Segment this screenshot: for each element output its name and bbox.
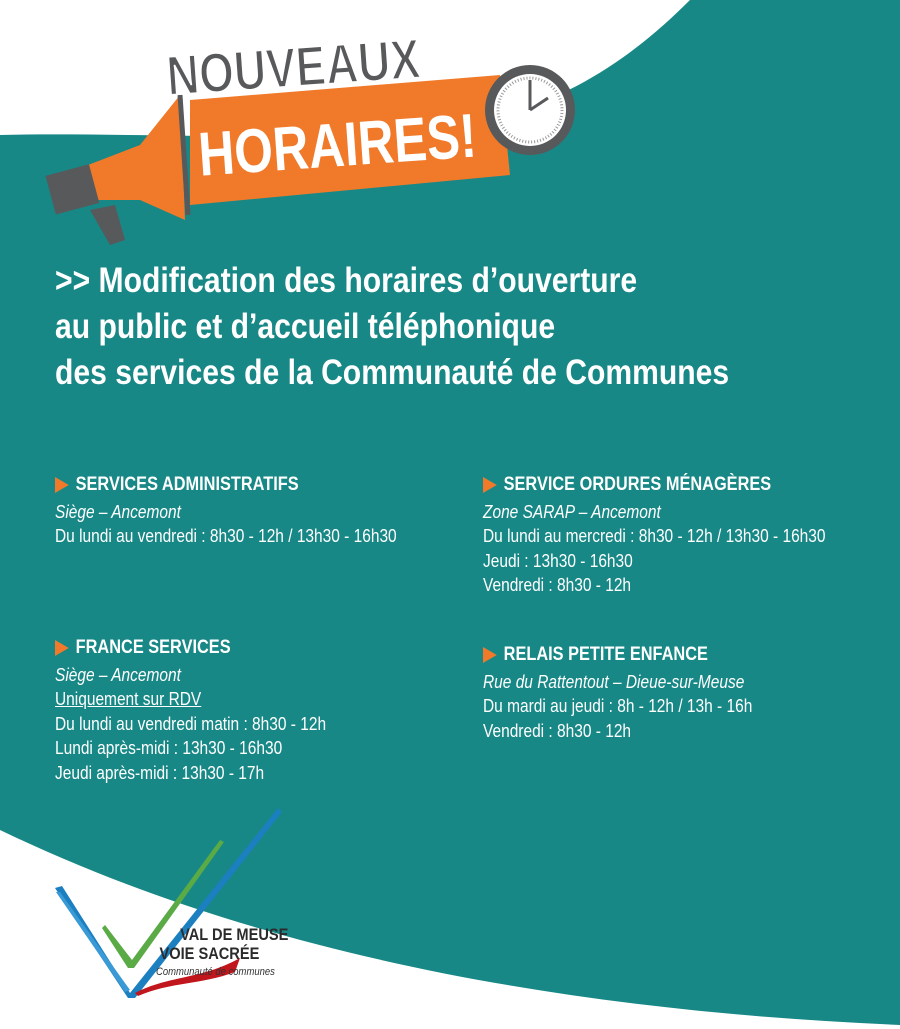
section-ordures-menageres: SERVICE ORDURES MÉNAGÈRES Zone SARAP – A… [483, 473, 826, 598]
nouveaux-horaires-megaphone-illustration: NOUVEAUX HORAIRES! [45, 26, 575, 245]
triangle-bullet-icon [55, 477, 69, 494]
logo-line1: VAL DE MEUSE [180, 925, 289, 944]
triangle-bullet-icon [483, 647, 497, 664]
triangle-bullet-icon [55, 640, 69, 657]
triangle-bullet-icon [483, 477, 497, 494]
title-line: des services de la Communauté de Commune… [55, 353, 730, 392]
section-location: Siège – Ancemont [55, 501, 181, 522]
logo-line2: VOIE SACRÉE [159, 944, 260, 963]
appointment-note: Uniquement sur RDV [55, 689, 202, 709]
section-heading: FRANCE SERVICES [75, 637, 231, 658]
schedule-line: Du lundi au vendredi matin : 8h30 - 12h [55, 713, 327, 734]
schedule-line: Du lundi au vendredi : 8h30 - 12h / 13h3… [55, 526, 397, 546]
section-heading: RELAIS PETITE ENFANCE [503, 644, 708, 665]
title-line: au public et d’accueil téléphonique [55, 307, 556, 346]
clock-icon [485, 65, 575, 155]
logo-subtitle: Communauté de communes [156, 966, 275, 978]
schedule-line: Du mardi au jeudi : 8h - 12h / 13h - 16h [483, 696, 753, 716]
section-heading: SERVICES ADMINISTRATIFS [75, 474, 299, 495]
schedule-line: Vendredi : 8h30 - 12h [483, 720, 632, 741]
page-title: >> Modification des horaires d’ouverture… [55, 258, 729, 396]
schedule-line: Jeudi après-midi : 13h30 - 17h [55, 762, 265, 783]
logo-text: VAL DE MEUSE VOIE SACRÉE Communauté de c… [156, 925, 288, 982]
title-line: >> Modification des horaires d’ouverture [55, 261, 638, 300]
section-location: Rue du Rattentout – Dieue-sur-Meuse [483, 671, 745, 692]
section-relais-petite-enfance: RELAIS PETITE ENFANCE Rue du Rattentout … [483, 643, 752, 743]
schedule-line: Du lundi au mercredi : 8h30 - 12h / 13h3… [483, 526, 826, 546]
section-location: Zone SARAP – Ancemont [483, 501, 661, 522]
section-location: Siège – Ancemont [55, 664, 181, 685]
section-heading: SERVICE ORDURES MÉNAGÈRES [503, 474, 772, 495]
schedule-line: Jeudi : 13h30 - 16h30 [483, 550, 633, 571]
section-france-services: FRANCE SERVICES Siège – Ancemont Uniquem… [55, 636, 326, 785]
schedule-line: Lundi après-midi : 13h30 - 16h30 [55, 738, 283, 758]
section-services-administratifs: SERVICES ADMINISTRATIFS Siège – Ancemont… [55, 473, 397, 549]
schedule-line: Vendredi : 8h30 - 12h [483, 575, 632, 595]
